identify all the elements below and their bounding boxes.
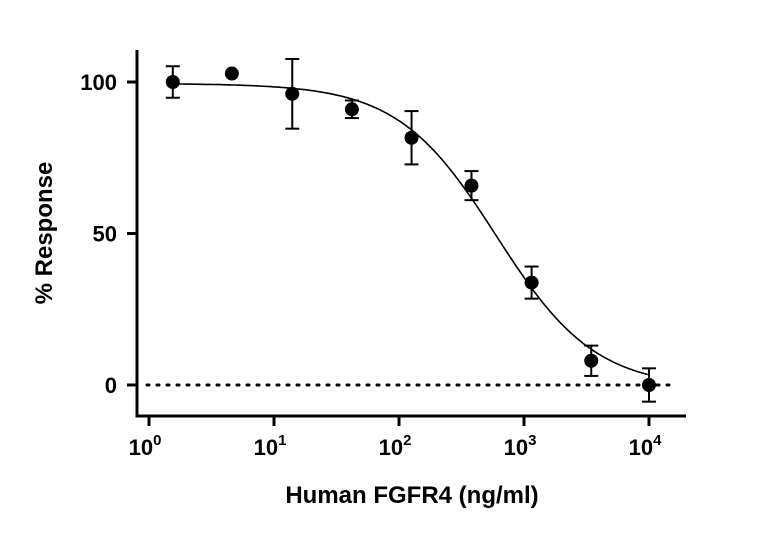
data-point xyxy=(165,75,180,89)
x-tick-label: 101 xyxy=(254,432,287,460)
x-tick-label: 104 xyxy=(629,432,662,460)
data-point xyxy=(224,66,239,81)
data-point xyxy=(344,102,359,117)
y-tick-label: 100 xyxy=(80,70,117,95)
x-axis-title: Human FGFR4 (ng/ml) xyxy=(285,482,538,509)
data-point xyxy=(584,353,599,368)
data-point xyxy=(285,86,300,101)
data-point xyxy=(404,130,419,145)
x-tick-label: 102 xyxy=(379,432,412,460)
y-axis-title: % Response xyxy=(31,162,58,305)
data-point xyxy=(642,378,656,392)
y-tick-label: 50 xyxy=(93,222,117,247)
data-point xyxy=(464,178,479,193)
data-point xyxy=(524,275,539,290)
fit-curve xyxy=(172,83,648,376)
x-tick-label: 100 xyxy=(129,432,162,460)
y-tick-label: 0 xyxy=(105,373,117,398)
x-tick-label: 103 xyxy=(504,432,537,460)
